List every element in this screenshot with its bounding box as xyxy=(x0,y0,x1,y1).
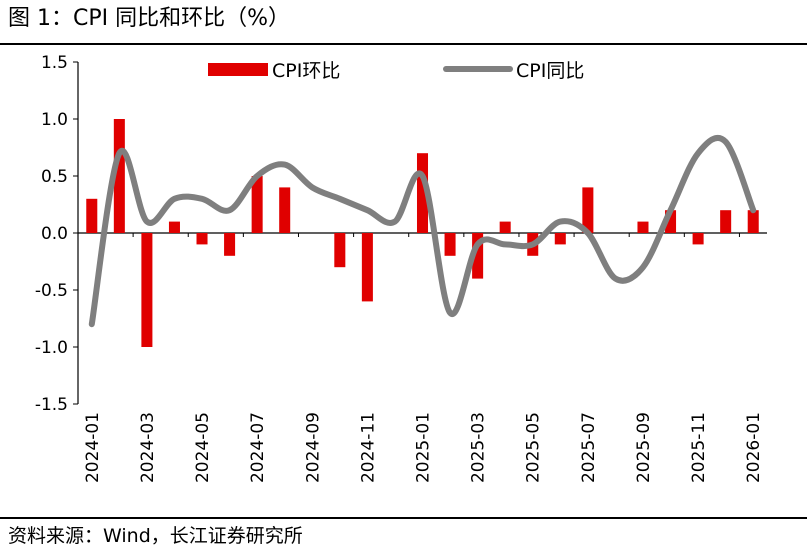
x-tick-label: 2024-01 xyxy=(83,412,103,483)
title-divider xyxy=(0,43,807,45)
legend-label-line: CPI同比 xyxy=(516,60,584,82)
y-tick-label: 0.5 xyxy=(41,167,68,187)
x-tick-label: 2025-01 xyxy=(414,412,434,483)
x-tick-label: 2024-09 xyxy=(303,412,323,483)
legend-swatch-bar xyxy=(208,63,268,76)
bar xyxy=(665,210,677,233)
bar xyxy=(279,187,291,233)
bar xyxy=(472,233,484,279)
x-tick-label: 2024-03 xyxy=(138,412,158,483)
bar xyxy=(334,233,346,268)
y-tick-label: 1.0 xyxy=(41,110,68,130)
cpi-yoy-line xyxy=(88,134,757,328)
line-series xyxy=(88,134,757,328)
bar xyxy=(554,233,566,245)
bar xyxy=(224,233,236,256)
x-tick-label: 2025-03 xyxy=(469,412,489,483)
legend-label-bar: CPI环比 xyxy=(272,60,340,82)
y-tick-label: -1.5 xyxy=(35,395,68,415)
x-tick-label: 2026-01 xyxy=(744,412,764,483)
x-tick-label: 2024-05 xyxy=(193,412,213,483)
x-tick-label: 2024-11 xyxy=(358,412,378,483)
y-tick-label: 0.0 xyxy=(41,224,68,244)
y-tick-label: 1.5 xyxy=(41,53,68,73)
bar xyxy=(361,233,373,302)
x-tick-label: 2025-05 xyxy=(524,412,544,483)
chart-legend: CPI环比 CPI同比 xyxy=(208,60,584,82)
bar-series xyxy=(86,119,759,347)
chart-axes: 1.5 1.0 0.5 0.0 -0.5 -1.0 -1.5 2024-01 2024-03 20… xyxy=(35,53,767,483)
bar xyxy=(196,233,208,245)
x-tick-label: 2024-07 xyxy=(248,412,268,483)
bar xyxy=(692,233,704,245)
x-tick-label: 2025-09 xyxy=(634,412,654,483)
bar xyxy=(444,233,456,256)
y-tick-label: -0.5 xyxy=(35,281,68,301)
bar xyxy=(720,210,732,233)
x-tick-label: 2025-07 xyxy=(579,412,599,483)
bar xyxy=(499,221,511,233)
bar xyxy=(113,119,125,233)
source-note: 资料来源：Wind，长江证券研究所 xyxy=(8,525,303,547)
x-tick-label: 2025-11 xyxy=(689,412,709,483)
bar xyxy=(251,176,263,233)
bar xyxy=(168,221,180,233)
footer-divider xyxy=(0,517,807,519)
bar xyxy=(582,187,594,233)
bar xyxy=(747,210,759,233)
y-tick-label: -1.0 xyxy=(35,338,68,358)
bar xyxy=(416,153,429,233)
bar xyxy=(86,198,98,233)
bar xyxy=(141,233,153,347)
page-title: 图 1：CPI 同比和环比（%） xyxy=(8,6,291,31)
bar xyxy=(637,221,649,233)
